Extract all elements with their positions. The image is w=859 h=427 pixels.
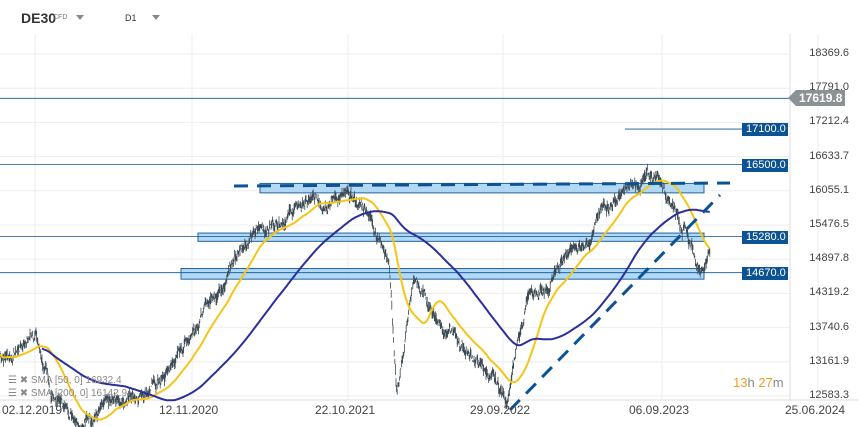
support-resistance-zone [197,232,705,242]
legend-sma50[interactable]: ☰ ✖ SMA [50, 0] 16932.4 [8,375,122,386]
symbol-dropdown-icon[interactable] [76,15,84,20]
sma200-line [41,208,710,402]
instrument-type: CFD [53,14,68,21]
price-tick: 18369.6 [809,47,849,59]
price-tick: 14897.8 [809,252,849,265]
settings-icon[interactable]: ☰ [8,375,17,386]
price-tick: 14319.2 [809,286,849,299]
chart-header: DE30 CFD D1 [0,0,859,34]
date-tick: 25.06.2024 [785,403,846,417]
close-icon[interactable]: ✖ [19,388,29,399]
date-tick: 29.09.2022 [470,403,531,417]
level-tag[interactable]: 15280.0 [742,230,788,244]
price-tick: 16055.1 [809,183,849,196]
level-tag[interactable]: 17100.0 [742,123,788,137]
price-bars [0,163,711,427]
legend-sma200[interactable]: ☰ ✖ SMA [200, 0] 16142.9 [8,388,128,399]
candle-timer: 13h 27m [733,375,784,390]
support-resistance-zone [259,182,705,194]
timeframe-dropdown-icon[interactable] [152,15,160,20]
date-tick: 02.12.2019 [2,403,63,417]
symbol-selector[interactable]: DE30 [21,10,57,26]
price-tick: 15476.5 [809,217,849,230]
date-tick: 12.11.2020 [159,403,219,417]
settings-icon[interactable]: ☰ [8,388,17,399]
price-tick: 12583.3 [809,389,849,401]
price-tick: 16633.7 [809,149,849,162]
timeframe-selector[interactable]: D1 [125,13,137,23]
level-tag[interactable]: 14670.0 [742,266,788,280]
close-icon[interactable]: ✖ [19,375,29,386]
price-tick: 13740.6 [809,320,849,333]
price-tick: 13161.9 [809,354,849,367]
date-tick: 06.09.2023 [629,403,690,417]
date-tick: 22.10.2021 [315,403,376,417]
current-price-tag: 17619.8 [787,90,846,106]
support-resistance-zone [180,268,705,280]
resistance-trendline [233,181,731,188]
support-trendline [508,193,722,412]
level-tag[interactable]: 16500.0 [742,158,788,172]
price-tick: 17212.4 [809,115,849,128]
sma50-line [0,179,711,421]
